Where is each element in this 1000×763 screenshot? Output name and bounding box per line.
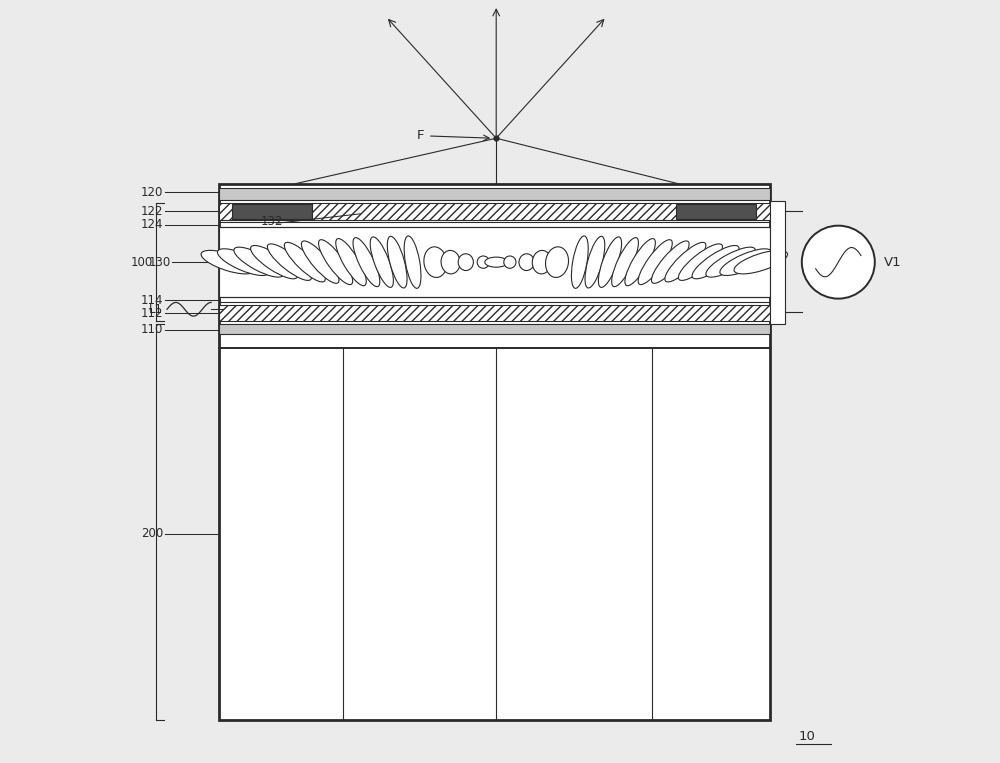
Ellipse shape (720, 249, 771, 275)
Bar (676, 204, 756, 219)
Ellipse shape (267, 244, 311, 281)
Bar (219, 324, 770, 334)
Ellipse shape (519, 254, 534, 271)
Ellipse shape (353, 237, 380, 287)
Bar (219, 203, 770, 220)
Bar (219, 184, 770, 720)
Ellipse shape (319, 240, 353, 285)
Ellipse shape (251, 246, 297, 278)
Ellipse shape (301, 241, 339, 283)
Text: 10: 10 (799, 729, 816, 742)
Text: 122: 122 (141, 204, 163, 217)
Text: 132: 132 (261, 215, 283, 228)
Ellipse shape (532, 250, 551, 274)
Ellipse shape (424, 246, 447, 278)
Bar (770, 201, 785, 324)
Ellipse shape (370, 237, 393, 288)
Bar (219, 188, 770, 200)
Text: 124: 124 (141, 218, 163, 231)
Ellipse shape (234, 247, 283, 277)
Ellipse shape (458, 254, 473, 271)
Text: F: F (416, 130, 424, 143)
Ellipse shape (612, 237, 638, 287)
Ellipse shape (201, 250, 255, 274)
Ellipse shape (706, 247, 755, 277)
Ellipse shape (585, 237, 605, 288)
Ellipse shape (217, 249, 269, 275)
Ellipse shape (734, 250, 787, 274)
Ellipse shape (387, 237, 407, 288)
Text: 100: 100 (130, 256, 153, 269)
Ellipse shape (504, 256, 516, 269)
Text: 110: 110 (141, 324, 163, 336)
Ellipse shape (651, 241, 689, 283)
Ellipse shape (571, 236, 588, 288)
Ellipse shape (692, 246, 739, 278)
Text: 112: 112 (141, 307, 163, 320)
Text: 120: 120 (141, 185, 163, 198)
Ellipse shape (477, 256, 489, 269)
Text: V1: V1 (884, 256, 902, 269)
Text: 114: 114 (141, 294, 163, 307)
Ellipse shape (638, 240, 672, 285)
Ellipse shape (441, 250, 460, 274)
Ellipse shape (625, 239, 655, 285)
Ellipse shape (678, 244, 722, 281)
Text: 200: 200 (141, 527, 163, 540)
Ellipse shape (546, 246, 569, 278)
Ellipse shape (404, 236, 421, 288)
Ellipse shape (665, 243, 706, 282)
Ellipse shape (598, 237, 622, 288)
Text: 130: 130 (149, 256, 171, 269)
Ellipse shape (336, 239, 366, 285)
Bar (232, 204, 312, 219)
Ellipse shape (284, 243, 325, 282)
Text: L1: L1 (149, 303, 163, 316)
Circle shape (802, 226, 875, 298)
Ellipse shape (485, 257, 508, 267)
Bar (219, 227, 770, 297)
Bar (219, 304, 770, 321)
